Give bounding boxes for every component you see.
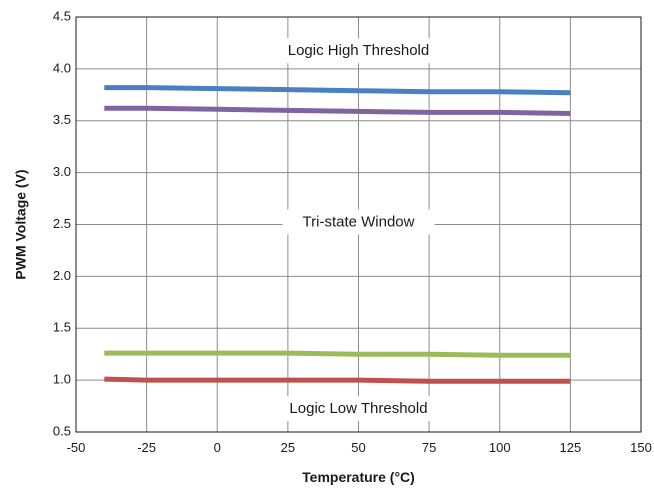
y-tick-label: 3.0 <box>53 164 71 179</box>
series-lines <box>104 85 571 384</box>
series-line <box>104 85 571 96</box>
annotation-label: Logic High Threshold <box>288 42 429 59</box>
y-tick-label: 1.0 <box>53 372 71 387</box>
y-tick-label: 4.5 <box>53 8 71 23</box>
x-tick-label: 125 <box>560 440 582 455</box>
series-line <box>104 350 571 358</box>
x-tick-label: 50 <box>351 440 365 455</box>
annotation-label: Tri-state Window <box>303 213 415 230</box>
series-line <box>104 376 571 384</box>
y-tick-label: 2.0 <box>53 268 71 283</box>
y-tick-label: 2.5 <box>53 216 71 231</box>
x-tick-label: 0 <box>214 440 221 455</box>
y-tick-label: 4.0 <box>53 60 71 75</box>
annotation: Tri-state Window <box>282 209 435 235</box>
annotations: Logic High Threshold Tri-state Window Logi… <box>267 38 450 422</box>
x-axis-title: Temperature (°C) <box>302 469 415 485</box>
y-tick-label: 3.5 <box>53 112 71 127</box>
x-tick-label: -50 <box>67 440 86 455</box>
x-tick-label: 100 <box>489 440 511 455</box>
series-line <box>104 105 571 116</box>
tick-labels: -50 -25 0 25 50 75 100 125 150 0.5 1.0 1.5 2.0 2.5 3.0… <box>53 8 652 455</box>
y-tick-label: 1.5 <box>53 320 71 335</box>
x-tick-label: 150 <box>630 440 652 455</box>
y-tick-label: 0.5 <box>53 423 71 438</box>
y-axis-title: PWM Voltage (V) <box>13 169 29 279</box>
x-tick-label: 75 <box>422 440 436 455</box>
x-tick-label: -25 <box>137 440 156 455</box>
annotation: Logic Low Threshold <box>269 396 448 422</box>
annotation-label: Logic Low Threshold <box>289 400 427 417</box>
plot-frame <box>75 16 642 433</box>
annotation-background <box>269 396 448 422</box>
annotation-background <box>282 209 435 235</box>
annotation-background <box>267 38 450 64</box>
x-tick-label: 25 <box>281 440 295 455</box>
annotation: Logic High Threshold <box>267 38 450 64</box>
